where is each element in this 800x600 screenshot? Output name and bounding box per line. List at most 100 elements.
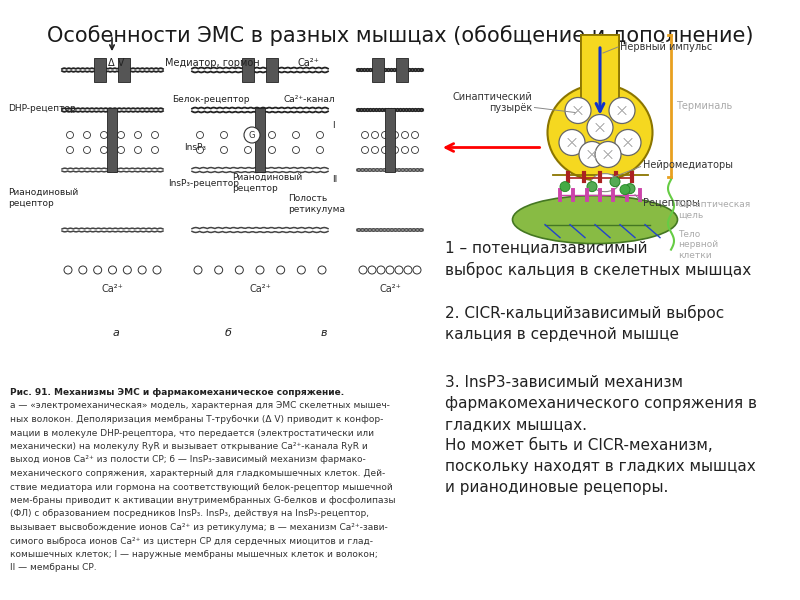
Circle shape (214, 266, 222, 274)
Circle shape (362, 146, 369, 154)
Text: механического сопряжения, характерный для гладкомышечных клеток. Дей-: механического сопряжения, характерный дл… (10, 469, 386, 478)
Circle shape (118, 146, 125, 154)
Circle shape (404, 266, 412, 274)
Text: комышечных клеток; I — наружные мембраны мышечных клеток и волокон;: комышечных клеток; I — наружные мембраны… (10, 550, 378, 559)
Text: Δ V: Δ V (108, 58, 124, 68)
Text: Синаптическая
щель: Синаптическая щель (678, 200, 751, 220)
Text: InsP₃-рецептор: InsP₃-рецептор (168, 179, 239, 187)
Circle shape (595, 142, 621, 167)
Bar (581, 35, 619, 89)
Circle shape (138, 266, 146, 274)
Circle shape (615, 130, 641, 155)
Circle shape (395, 266, 403, 274)
Circle shape (83, 146, 90, 154)
Circle shape (269, 146, 275, 154)
Text: Тело
нервной
клетки: Тело нервной клетки (678, 230, 718, 260)
Bar (94, 58, 106, 82)
Circle shape (153, 266, 161, 274)
Text: Особенности ЭМС в разных мышцах (обобщение и дополнение): Особенности ЭМС в разных мышцах (обобщен… (46, 25, 754, 46)
Text: симого выброса ионов Ca²⁺ из цистерн СР для сердечных миоцитов и глад-: симого выброса ионов Ca²⁺ из цистерн СР … (10, 536, 373, 545)
Circle shape (402, 131, 409, 139)
Text: Ca²⁺: Ca²⁺ (101, 284, 123, 294)
Circle shape (151, 131, 158, 139)
Text: Ca²⁺: Ca²⁺ (297, 58, 319, 68)
Circle shape (245, 146, 251, 154)
Text: 3. InsP3-зависимый механизм
фармакомеханического сопряжения в
гладких мышцах.
Но: 3. InsP3-зависимый механизм фармакомехан… (445, 375, 757, 495)
Text: II — мембраны СР.: II — мембраны СР. (10, 563, 97, 572)
Text: 2. CICR-кальцийзависимый выброс
кальция в сердечной мышце: 2. CICR-кальцийзависимый выброс кальция … (445, 305, 724, 342)
Circle shape (391, 131, 398, 139)
Text: Белок-рецептор: Белок-рецептор (172, 94, 250, 103)
Circle shape (368, 266, 376, 274)
Text: выход ионов Ca²⁺ из полости СР; б — InsP₃-зависимый механизм фармако-: выход ионов Ca²⁺ из полости СР; б — InsP… (10, 455, 366, 464)
Circle shape (293, 146, 299, 154)
Text: a: a (113, 328, 119, 338)
Text: Ca²⁺-канал: Ca²⁺-канал (284, 94, 336, 103)
Text: DHP-рецептор: DHP-рецептор (8, 103, 76, 113)
Text: Рианодиновый
рецептор: Рианодиновый рецептор (232, 173, 302, 193)
Circle shape (377, 266, 385, 274)
Text: Нейромедиаторы: Нейромедиаторы (642, 160, 733, 170)
Bar (396, 58, 408, 82)
Circle shape (66, 146, 74, 154)
Circle shape (625, 184, 635, 194)
Text: мации в молекуле DHP-рецептора, что передается (электростатически или: мации в молекуле DHP-рецептора, что пере… (10, 428, 374, 437)
Circle shape (245, 131, 251, 139)
Circle shape (579, 142, 605, 167)
Text: Ca²⁺: Ca²⁺ (249, 284, 271, 294)
Text: механически) на молекулу RуR и вызывает открывание Ca²⁺-канала RуR и: механически) на молекулу RуR и вызывает … (10, 442, 368, 451)
Circle shape (256, 266, 264, 274)
Text: Рианодиновый
рецептор: Рианодиновый рецептор (8, 188, 78, 208)
Circle shape (197, 146, 203, 154)
Text: мем-браны приводит к активации внутримембранных G-белков и фосфолипазы: мем-браны приводит к активации внутримем… (10, 496, 395, 505)
Bar (385, 108, 395, 172)
Circle shape (413, 266, 421, 274)
Circle shape (277, 266, 285, 274)
Text: а — «электромеханическая» модель, характерная для ЭМС скелетных мышеч-: а — «электромеханическая» модель, характ… (10, 401, 390, 410)
Text: вызывает высвобождение ионов Ca²⁺ из ретикулума; в — механизм Ca²⁺-зави-: вызывает высвобождение ионов Ca²⁺ из рет… (10, 523, 388, 532)
Circle shape (293, 131, 299, 139)
Circle shape (587, 182, 597, 191)
Text: Синаптический
пузырёк: Синаптический пузырёк (453, 92, 533, 113)
Bar (242, 58, 254, 82)
Text: Ca²⁺: Ca²⁺ (379, 284, 401, 294)
Text: в: в (321, 328, 327, 338)
Ellipse shape (513, 196, 678, 244)
Circle shape (609, 97, 635, 124)
Text: ствие медиатора или гормона на соответствующий белок-рецептор мышечной: ствие медиатора или гормона на соответст… (10, 482, 393, 491)
Text: Полость
ретикулума: Полость ретикулума (288, 194, 345, 214)
Circle shape (560, 182, 570, 191)
Circle shape (610, 176, 620, 187)
Text: 1 – потенциалзависимый
выброс кальция в скелетных мышцах: 1 – потенциалзависимый выброс кальция в … (445, 240, 751, 278)
Text: Терминаль: Терминаль (676, 101, 732, 111)
Circle shape (411, 131, 418, 139)
Circle shape (134, 146, 142, 154)
Text: ных волокон. Деполяризация мембраны Т-трубочки (Δ V) приводит к конфор-: ных волокон. Деполяризация мембраны Т-тр… (10, 415, 383, 424)
Circle shape (194, 266, 202, 274)
Circle shape (317, 146, 323, 154)
Circle shape (244, 127, 260, 143)
Circle shape (371, 131, 378, 139)
Bar (255, 108, 265, 172)
Text: Медиатор, гормон: Медиатор, гормон (165, 58, 259, 68)
Circle shape (109, 266, 117, 274)
Text: G: G (249, 130, 255, 139)
Circle shape (386, 266, 394, 274)
Bar (372, 58, 384, 82)
Circle shape (151, 146, 158, 154)
Circle shape (565, 97, 591, 124)
Circle shape (402, 146, 409, 154)
Circle shape (123, 266, 131, 274)
Text: Рис. 91. Механизмы ЭМС и фармакомеханическое сопряжение.: Рис. 91. Механизмы ЭМС и фармакомеханиче… (10, 388, 344, 397)
Circle shape (559, 130, 585, 155)
Ellipse shape (547, 85, 653, 181)
Circle shape (298, 266, 306, 274)
Circle shape (101, 131, 107, 139)
Circle shape (362, 131, 369, 139)
Text: Нервный импульс: Нервный импульс (620, 42, 712, 52)
Circle shape (382, 146, 389, 154)
Circle shape (317, 131, 323, 139)
Text: б: б (225, 328, 231, 338)
Circle shape (391, 146, 398, 154)
Circle shape (371, 146, 378, 154)
